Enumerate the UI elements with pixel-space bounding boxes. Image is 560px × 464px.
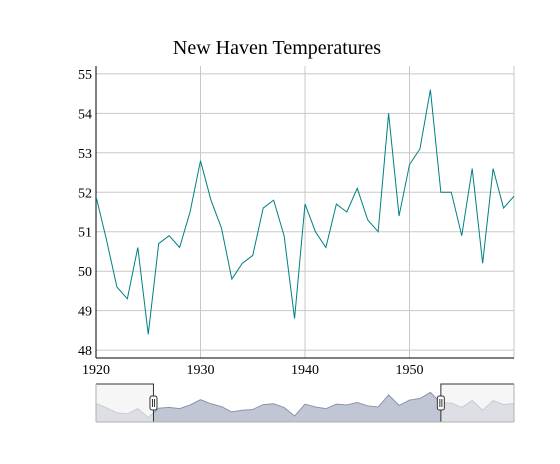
y-tick-label: 52	[78, 186, 92, 201]
axes: 48 49 50 51 52 53 54 55 1920 1930 1940 1950	[78, 66, 514, 378]
x-tick-label: 1920	[82, 363, 110, 378]
overview-mask-right	[440, 384, 514, 422]
chart-title: New Haven Temperatures	[173, 37, 381, 59]
x-tick-label: 1930	[187, 363, 215, 378]
y-tick-label: 49	[78, 305, 92, 320]
y-tick-label: 51	[78, 226, 92, 241]
y-tick-label: 53	[78, 147, 92, 162]
overview-mask-left	[96, 384, 154, 422]
range-handle-right[interactable]	[436, 395, 445, 411]
y-tick-label: 48	[78, 344, 92, 359]
grid	[95, 66, 515, 358]
range-selector[interactable]	[86, 383, 515, 423]
y-tick-label: 55	[78, 68, 92, 83]
y-tick-label: 54	[78, 107, 92, 122]
series-line	[96, 89, 514, 335]
data-layer	[96, 89, 514, 335]
range-handle-left[interactable]	[149, 395, 158, 411]
x-tick-label: 1950	[396, 363, 424, 378]
x-tick-label: 1940	[291, 363, 319, 378]
y-tick-label: 50	[78, 265, 92, 280]
